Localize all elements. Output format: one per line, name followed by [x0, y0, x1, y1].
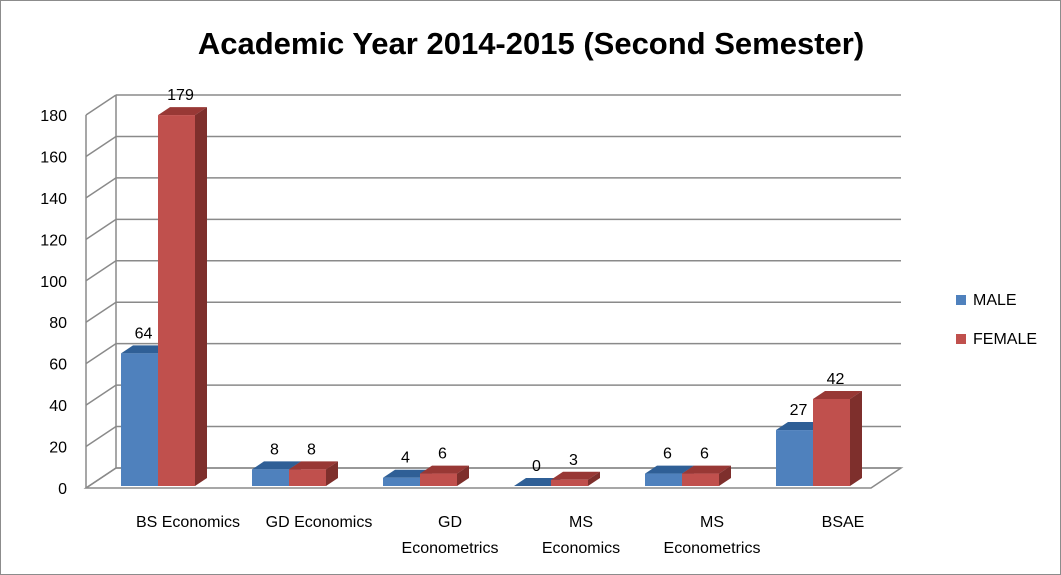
- legend-label: MALE: [973, 292, 1017, 309]
- x-category-label: Economics: [542, 540, 620, 557]
- bar-male: [121, 353, 158, 486]
- y-tick-label: 40: [49, 398, 67, 415]
- gridline-side: [85, 425, 117, 448]
- data-label: 8: [307, 441, 316, 458]
- x-category-label: Econometrics: [664, 540, 761, 557]
- x-category-label: BSAE: [822, 514, 865, 531]
- bar-side: [850, 390, 862, 486]
- y-tick-label: 20: [49, 440, 67, 457]
- bar-top: [682, 465, 731, 474]
- bar-top: [158, 107, 207, 116]
- legend-label: FEMALE: [973, 331, 1037, 348]
- x-category-label: Econometrics: [402, 540, 499, 557]
- gridline-side: [85, 384, 117, 406]
- bar-top: [383, 469, 432, 478]
- bars: [121, 107, 862, 487]
- chart-floor: [83, 467, 904, 489]
- y-tick-label: 140: [40, 191, 67, 208]
- bar-side: [457, 465, 469, 486]
- x-axis-categories: BS Economics GD Economics GD Econometrics MS…: [136, 514, 864, 557]
- bar-female: [420, 473, 457, 486]
- bar-female: [158, 115, 195, 487]
- bar-female: [289, 469, 326, 486]
- bar-female: [813, 398, 850, 486]
- x-category-label: MS: [569, 514, 593, 531]
- y-tick-label: 80: [49, 315, 67, 332]
- y-tick-label: 100: [40, 274, 67, 291]
- bar-top: [776, 422, 825, 431]
- bar-side: [719, 465, 731, 486]
- gridline-side: [85, 94, 117, 116]
- gridline-side: [85, 343, 117, 365]
- legend-swatch: [956, 334, 966, 344]
- y-tick-label: 120: [40, 232, 67, 249]
- data-label: 3: [569, 452, 578, 469]
- legend: MALE FEMALE: [956, 292, 1037, 348]
- data-label: 6: [438, 446, 447, 463]
- legend-swatch: [956, 295, 966, 305]
- bar-female: [682, 473, 719, 486]
- data-label: 4: [401, 450, 410, 467]
- x-category-label: BS Economics: [136, 514, 240, 531]
- gridline-side: [85, 301, 117, 323]
- chart-title: Academic Year 2014-2015 (Second Semester…: [198, 26, 864, 61]
- gridlines: [83, 94, 904, 489]
- y-tick-label: 160: [40, 149, 67, 166]
- x-category-label: GD: [438, 514, 462, 531]
- y-tick-label: 180: [40, 108, 67, 125]
- gridline-side: [85, 177, 117, 199]
- data-label: 8: [270, 441, 279, 458]
- bar-top: [551, 471, 600, 480]
- bar-top: [252, 461, 301, 470]
- data-labels: 64 179 8 8 4 6 0 3 6 6 27 42: [135, 87, 845, 475]
- data-label: 0: [532, 458, 541, 475]
- bar-top: [645, 465, 694, 474]
- gridline-side: [85, 260, 117, 282]
- bar-top: [121, 345, 170, 354]
- bar-top: [813, 390, 862, 399]
- data-label: 179: [167, 87, 194, 104]
- bar-side: [195, 107, 207, 487]
- gridline-side: [85, 218, 117, 240]
- bar-side: [588, 471, 600, 486]
- bar-male: [645, 473, 682, 486]
- x-category-label: MS: [700, 514, 724, 531]
- bar-male: [252, 469, 289, 486]
- bar-male: [776, 430, 813, 486]
- bar-male: [383, 477, 420, 486]
- x-category-label: GD Economics: [266, 514, 373, 531]
- bar-top: [514, 478, 563, 486]
- bar-female: [551, 479, 588, 486]
- bar-top: [289, 461, 338, 470]
- data-label: 64: [135, 325, 153, 342]
- y-tick-label: 0: [58, 481, 67, 498]
- bar-top: [420, 465, 469, 474]
- data-label: 42: [827, 371, 845, 388]
- data-label: 27: [790, 402, 808, 419]
- bar-side: [326, 461, 338, 486]
- gridline-side: [85, 135, 117, 158]
- y-axis: 0 20 40 60 80 100 120 140 160 180: [40, 108, 67, 498]
- data-label: 6: [700, 446, 709, 463]
- data-label: 6: [663, 446, 672, 463]
- y-tick-label: 60: [49, 357, 67, 374]
